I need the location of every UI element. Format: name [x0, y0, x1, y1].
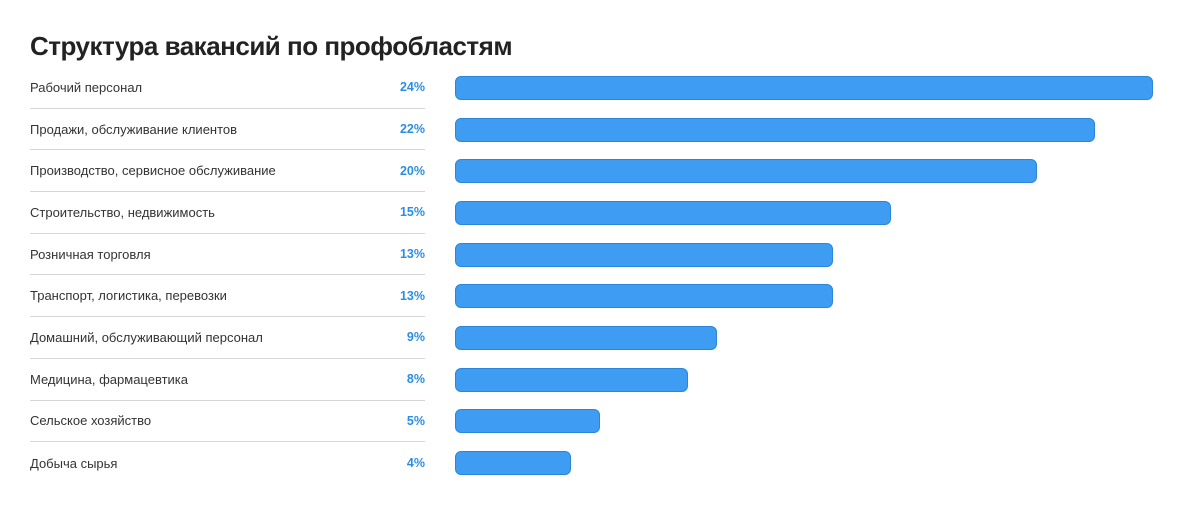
- row-meta: Медицина, фармацевтика 8%: [30, 359, 425, 401]
- chart-bar: [455, 367, 688, 392]
- value-label: 4%: [406, 456, 425, 471]
- chart-bar: [455, 451, 572, 476]
- chart-rows: Рабочий персонал 24% Продажи, обслуживание…: [30, 67, 1155, 484]
- bar-track: [455, 150, 1155, 192]
- bar-track: [455, 401, 1155, 443]
- category-label: Строительство, недвижимость: [30, 204, 215, 220]
- row-meta: Рабочий персонал 24%: [30, 67, 425, 109]
- chart-row: Транспорт, логистика, перевозки 13%: [30, 275, 1155, 318]
- bar-track: [455, 192, 1155, 234]
- bar-track: [455, 317, 1155, 359]
- chart-bar: [455, 242, 834, 267]
- chart-bar: [455, 284, 834, 309]
- bar-track: [455, 67, 1155, 109]
- row-meta: Розничная торговля 13%: [30, 234, 425, 276]
- bar-track: [455, 275, 1155, 317]
- value-label: 13%: [399, 247, 425, 262]
- chart-bar: [455, 75, 1153, 100]
- value-label: 24%: [399, 80, 425, 95]
- category-label: Рабочий персонал: [30, 79, 143, 95]
- row-meta: Строительство, недвижимость 15%: [30, 192, 425, 234]
- category-label: Производство, сервисное обслуживание: [30, 163, 276, 179]
- category-label: Медицина, фармацевтика: [30, 371, 188, 387]
- row-meta: Домашний, обслуживающий персонал 9%: [30, 317, 425, 359]
- category-label: Розничная торговля: [30, 246, 151, 262]
- chart-bar: [455, 159, 1037, 184]
- chart-row: Продажи, обслуживание клиентов 22%: [30, 109, 1155, 151]
- value-label: 22%: [399, 122, 425, 137]
- category-label: Домашний, обслуживающий персонал: [30, 329, 263, 345]
- bar-track: [455, 109, 1155, 151]
- chart-bar: [455, 325, 717, 350]
- value-label: 8%: [406, 372, 425, 387]
- category-label: Сельское хозяйство: [30, 413, 152, 429]
- category-label: Транспорт, логистика, перевозки: [30, 288, 227, 304]
- row-meta: Производство, сервисное обслуживание 20%: [30, 150, 425, 193]
- bar-track: [455, 442, 1155, 484]
- bar-track: [455, 359, 1155, 401]
- category-label: Продажи, обслуживание клиентов: [30, 121, 238, 137]
- chart-bar: [455, 409, 601, 434]
- row-meta: Транспорт, логистика, перевозки 13%: [30, 275, 425, 318]
- chart-row: Розничная торговля 13%: [30, 234, 1155, 276]
- value-label: 5%: [406, 413, 425, 428]
- value-label: 13%: [399, 288, 425, 303]
- row-meta: Добыча сырья 4%: [30, 442, 425, 484]
- chart-row: Производство, сервисное обслуживание 20%: [30, 150, 1155, 193]
- chart-bar: [455, 200, 892, 225]
- chart-row: Домашний, обслуживающий персонал 9%: [30, 317, 1155, 359]
- chart-bar: [455, 117, 1095, 142]
- value-label: 9%: [406, 330, 425, 345]
- row-meta: Сельское хозяйство 5%: [30, 401, 425, 443]
- chart-row: Рабочий персонал 24%: [30, 67, 1155, 109]
- row-meta: Продажи, обслуживание клиентов 22%: [30, 109, 425, 151]
- bar-track: [455, 234, 1155, 276]
- value-label: 15%: [399, 205, 425, 220]
- category-label: Добыча сырья: [30, 455, 118, 471]
- chart-row: Строительство, недвижимость 15%: [30, 192, 1155, 234]
- chart-row: Медицина, фармацевтика 8%: [30, 359, 1155, 401]
- chart-row: Добыча сырья 4%: [30, 442, 1155, 484]
- chart-title: Структура вакансий по профобластям: [30, 31, 513, 61]
- chart-row: Сельское хозяйство 5%: [30, 401, 1155, 443]
- value-label: 20%: [399, 163, 425, 178]
